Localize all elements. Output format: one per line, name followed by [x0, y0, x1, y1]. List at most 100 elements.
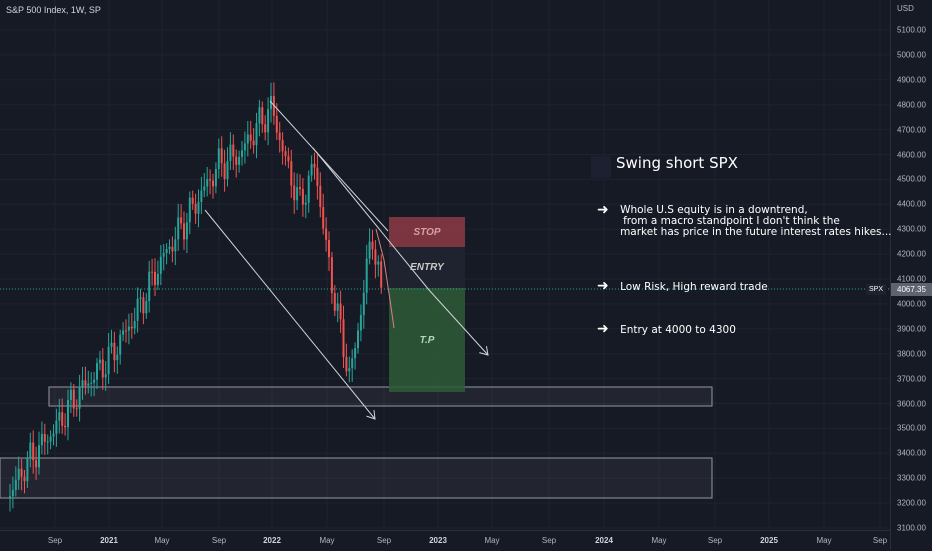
price-axis[interactable]: USD 5100.00 5000.00 4900.00 4800.00 4700.00 4…: [890, 0, 932, 550]
price-chart-canvas[interactable]: [0, 0, 890, 530]
candle-body: [125, 330, 127, 332]
candle-body: [232, 144, 235, 157]
candle-body: [61, 412, 64, 426]
symbol-title[interactable]: S&P 500 Index, 1W, SP: [6, 5, 101, 15]
annotation-note-lines: Whole U.S equity is in a downtrend, from…: [620, 205, 891, 238]
price-tick-label: 3100.00: [897, 523, 926, 533]
candle-body: [330, 257, 333, 294]
upper-trendline: [269, 100, 389, 232]
time-tick-label: 2021: [100, 536, 118, 545]
candle-body: [357, 330, 359, 349]
candle-body: [87, 383, 90, 386]
candle-body: [354, 348, 357, 359]
candle-body: [284, 151, 287, 157]
candle-body: [69, 389, 72, 400]
arrow-right-icon: ➜: [597, 321, 609, 337]
candle-body: [154, 271, 156, 285]
price-tick-label: 4300.00: [897, 224, 926, 234]
candle-body: [278, 132, 281, 140]
candle-body: [127, 326, 130, 331]
candle-body: [296, 187, 299, 201]
projected-path: [375, 228, 395, 329]
candle-body: [362, 292, 365, 316]
candle-body: [78, 386, 81, 409]
annotation-note-entry[interactable]: ➜ Entry at 4000 to 4300: [597, 321, 736, 337]
candle-body: [75, 408, 78, 410]
candle-body: [307, 175, 310, 203]
lower-channel-arrow-head: [366, 410, 376, 420]
price-tick-label: 4500.00: [897, 174, 926, 184]
candle-body: [156, 273, 159, 285]
candle-body: [322, 206, 325, 229]
candle-body: [351, 358, 354, 369]
upper-trendline-2: [312, 147, 430, 291]
candle-body: [258, 107, 261, 124]
candle-body: [212, 180, 214, 187]
candle-body: [365, 258, 368, 293]
price-tick-label: 3500.00: [897, 423, 926, 433]
time-tick-label: 2023: [429, 536, 447, 545]
candle-body: [267, 109, 270, 133]
candle-body: [368, 241, 371, 259]
candle-body: [203, 186, 206, 191]
price-tick-label: 4100.00: [897, 274, 926, 284]
annotation-line: market has price in the future interest …: [620, 226, 892, 238]
time-tick-label: Sep: [707, 536, 723, 545]
time-axis[interactable]: Sep 2021 May Sep 2022 May Sep 2023 May Sep 2024 May…: [0, 530, 890, 551]
candle-body: [180, 217, 183, 224]
time-tick-label: May: [319, 536, 335, 545]
target-zone: [389, 288, 465, 392]
candle-body: [339, 303, 342, 320]
candle-body: [58, 412, 61, 421]
take-profit-label[interactable]: T.P: [419, 335, 435, 346]
stop-loss-label[interactable]: STOP: [413, 227, 441, 238]
arrow-right-icon: ➜: [597, 278, 609, 294]
candle-body: [26, 457, 29, 482]
candle-body: [243, 143, 246, 151]
currency-label: USD: [897, 4, 914, 13]
candle-body: [249, 134, 252, 141]
candle-body: [264, 124, 267, 133]
candle-body: [214, 168, 217, 187]
annotation-note-risk[interactable]: ➜ Low Risk, High reward trade: [597, 278, 768, 294]
candle-body: [290, 161, 293, 186]
candle-body: [188, 197, 191, 223]
candle-body: [197, 201, 200, 214]
candle-body: [43, 433, 46, 442]
candle-body: [275, 115, 278, 133]
time-tick-label: 2025: [760, 536, 778, 545]
candle-body: [206, 179, 209, 187]
candle-body: [107, 346, 110, 375]
candle-body: [14, 479, 17, 491]
chart-area[interactable]: [0, 0, 890, 530]
time-tick-label: Sep: [541, 536, 557, 545]
candle-body: [235, 156, 238, 165]
candle-body: [139, 297, 142, 299]
candle-body: [226, 160, 229, 180]
candle-body: [287, 156, 290, 162]
entry-label[interactable]: ENTRY: [410, 262, 444, 273]
candle-body: [90, 382, 93, 384]
price-tick-label: 4600.00: [897, 150, 926, 159]
candle-body: [371, 241, 374, 250]
candle-body: [168, 246, 171, 249]
annotation-title[interactable]: Swing short SPX: [616, 154, 738, 172]
candle-body: [49, 436, 52, 442]
candle-body: [17, 468, 20, 480]
candle-body: [20, 468, 23, 477]
annotation-note-downtrend[interactable]: ➜ Whole U.S equity is in a downtrend, fr…: [597, 203, 892, 238]
candle-body: [246, 134, 249, 144]
candle-body: [223, 163, 226, 180]
candle-body: [145, 301, 148, 314]
price-tick-label: 3900.00: [897, 324, 926, 334]
candle-body: [299, 187, 301, 190]
candle-body: [255, 123, 258, 146]
candle-body: [151, 271, 154, 273]
candle-body: [52, 433, 55, 437]
annotation-line: Whole U.S equity is in a downtrend,: [620, 204, 808, 216]
candle-body: [64, 425, 67, 428]
candle-body: [348, 368, 351, 372]
candle-body: [133, 320, 136, 329]
symbol-price-badge: SPX: [866, 284, 887, 295]
candle-body: [194, 203, 197, 214]
